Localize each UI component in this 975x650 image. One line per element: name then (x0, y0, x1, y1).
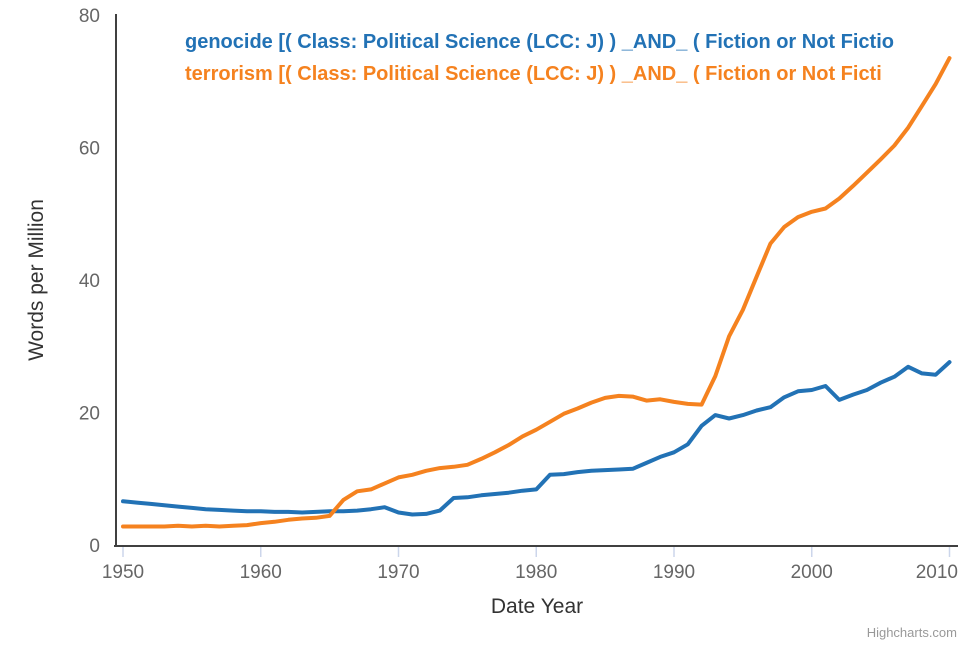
x-tick-label: 2010 (916, 562, 958, 583)
axes (114, 14, 958, 547)
legend: genocide [( Class: Political Science (LC… (185, 26, 975, 90)
x-axis-title: Date Year (490, 595, 584, 618)
y-tick-label: 60 (79, 139, 100, 160)
y-tick-label: 0 (89, 536, 100, 557)
x-tick-label: 1990 (653, 562, 695, 583)
x-axis-ticks (122, 547, 951, 557)
highcharts-credit-link[interactable]: Highcharts.com (866, 625, 957, 640)
x-tick-label: 1950 (102, 562, 144, 583)
legend-item-genocide[interactable]: genocide [( Class: Political Science (LC… (185, 31, 894, 53)
x-axis-labels: 1950 1960 1970 1980 1990 2000 2010 (102, 562, 958, 583)
series-line-genocide[interactable] (121, 360, 952, 517)
x-tick-label: 2000 (791, 562, 833, 583)
legend-item-terrorism[interactable]: terrorism [( Class: Political Science (L… (185, 63, 882, 85)
y-axis-title: Words per Million (25, 199, 48, 361)
series-line-terrorism[interactable] (121, 56, 952, 529)
x-tick-label: 1970 (377, 562, 419, 583)
series-lines (121, 56, 952, 529)
x-tick-label: 1960 (240, 562, 282, 583)
y-tick-label: 40 (79, 271, 100, 292)
x-tick-label: 1980 (515, 562, 557, 583)
y-tick-label: 20 (79, 404, 100, 425)
y-axis-labels: 0 20 40 60 80 (79, 6, 100, 557)
y-tick-label: 80 (79, 6, 100, 27)
